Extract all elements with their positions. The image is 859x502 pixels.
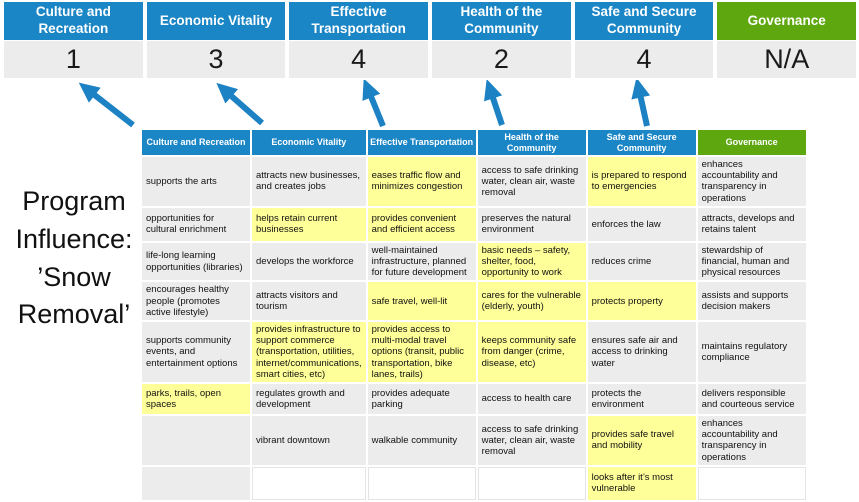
- matrix-cell-r8-c2: [252, 466, 366, 500]
- matrix-cell-r3-c2: develops the workforce: [252, 242, 366, 281]
- matrix-cell-r6-c1: parks, trails, open spaces: [142, 384, 250, 415]
- matrix-cell-r1-c4: access to safe drinking water, clean air…: [477, 157, 586, 206]
- matrix-cell-r8-c6: [697, 466, 806, 500]
- category-column-effective-transportation: Effective Transportation 4: [289, 2, 429, 78]
- matrix-cell-r4-c2: attracts visitors and tourism: [252, 282, 366, 321]
- matrix-cell-r2-c4: preserves the natural environment: [477, 207, 586, 241]
- matrix-cell-r1-c3: eases traffic flow and minimizes congest…: [367, 157, 476, 206]
- matrix-cell-r6-c5: protects the environment: [587, 384, 696, 415]
- matrix-row: supports the arts attracts new businesses…: [142, 157, 806, 206]
- matrix-header-row: Culture and Recreation Economic Vitality E…: [142, 130, 806, 155]
- matrix-cell-r2-c3: provides convenient and efficient access: [367, 207, 476, 241]
- program-title: Program Influence: ’Snow Removal’: [15, 186, 133, 330]
- matrix-cell-r7-c5: provides safe travel and mobility: [587, 416, 696, 465]
- matrix-cell-r6-c4: access to health care: [477, 384, 586, 415]
- category-summary-row: Culture and Recreation 1 Economic Vitality…: [4, 2, 857, 78]
- matrix-cell-r3-c3: well-maintained infrastructure, planned …: [367, 242, 476, 281]
- matrix-cell-r5-c5: ensures safe air and access to drinking …: [587, 322, 696, 383]
- matrix-cell-r2-c1: opportunities for cultural enrichment: [142, 207, 250, 241]
- category-score: 4: [574, 41, 714, 78]
- matrix-row: encourages healthy people (promotes acti…: [142, 282, 806, 321]
- category-header: Economic Vitality: [146, 2, 286, 40]
- matrix-cell-r1-c2: attracts new businesses, and creates job…: [252, 157, 366, 206]
- matrix-cell-r5-c2: provides infrastructure to support comme…: [252, 322, 366, 383]
- category-column-culture-and-recreation: Culture and Recreation 1: [4, 2, 143, 78]
- matrix-cell-r4-c3: safe travel, well-lit: [367, 282, 476, 321]
- category-score: 3: [146, 41, 286, 78]
- matrix-header-governance: Governance: [697, 130, 806, 155]
- matrix-cell-r1-c6: enhances accountability and transparency…: [697, 157, 806, 206]
- up-arrow-icon: [216, 82, 264, 126]
- matrix-cell-r7-c3: walkable community: [367, 416, 476, 465]
- matrix-cell-r3-c1: life-long learning opportunities (librar…: [142, 242, 250, 281]
- matrix-cell-r7-c6: enhances accountability and transparency…: [697, 416, 806, 465]
- matrix-cell-r3-c6: stewardship of financial, human and phys…: [697, 242, 806, 281]
- category-score: N/A: [717, 41, 857, 78]
- matrix-cell-r8-c1: [142, 466, 250, 500]
- up-arrow-icon: [631, 80, 651, 127]
- matrix-cell-r6-c3: provides adequate parking: [367, 384, 476, 415]
- matrix-row: vibrant downtown walkable community access…: [142, 416, 806, 465]
- matrix-cell-r2-c6: attracts, develops and retains talent: [697, 207, 806, 241]
- category-column-governance: Governance N/A: [717, 2, 857, 78]
- category-column-economic-vitality: Economic Vitality 3: [146, 2, 286, 78]
- influence-matrix: Culture and Recreation Economic Vitality E…: [140, 128, 808, 502]
- category-header: Culture and Recreation: [4, 2, 143, 40]
- matrix-cell-r5-c1: supports community events, and entertain…: [142, 322, 250, 383]
- matrix-cell-r8-c5: looks after it’s most vulnerable: [587, 466, 696, 500]
- matrix-cell-r5-c3: provides access to multi-modal travel op…: [367, 322, 476, 383]
- matrix-cell-r3-c5: reduces crime: [587, 242, 696, 281]
- category-score: 2: [432, 41, 571, 78]
- matrix-cell-r5-c4: keeps community safe from danger (crime,…: [477, 322, 586, 383]
- matrix-header-health-of-the-community: Health of the Community: [477, 130, 586, 155]
- matrix-header-effective-transportation: Effective Transportation: [367, 130, 476, 155]
- matrix-row: supports community events, and entertain…: [142, 322, 806, 383]
- up-arrow-icon: [362, 80, 386, 128]
- matrix-cell-r1-c1: supports the arts: [142, 157, 250, 206]
- matrix-row: opportunities for cultural enrichment hel…: [142, 207, 806, 241]
- category-score: 4: [289, 41, 429, 78]
- matrix-header-culture-and-recreation: Culture and Recreation: [142, 130, 250, 155]
- matrix-cell-r1-c5: is prepared to respond to emergencies: [587, 157, 696, 206]
- matrix-cell-r6-c2: regulates growth and development: [252, 384, 366, 415]
- matrix-header-safe-and-secure-community: Safe and Secure Community: [587, 130, 696, 155]
- matrix-cell-r4-c1: encourages healthy people (promotes acti…: [142, 282, 250, 321]
- up-arrow-icon: [484, 80, 505, 126]
- matrix-cell-r7-c4: access to safe drinking water, clean air…: [477, 416, 586, 465]
- matrix-header-economic-vitality: Economic Vitality: [252, 130, 366, 155]
- matrix-cell-r3-c4: basic needs – safety, shelter, food, opp…: [477, 242, 586, 281]
- matrix-cell-r6-c6: delivers responsible and courteous servi…: [697, 384, 806, 415]
- matrix-cell-r2-c5: enforces the law: [587, 207, 696, 241]
- category-header: Effective Transportation: [289, 2, 429, 40]
- matrix-cell-r8-c3: [367, 466, 476, 500]
- matrix-cell-r4-c5: protects property: [587, 282, 696, 321]
- category-score: 1: [4, 41, 143, 78]
- matrix-row: life-long learning opportunities (librar…: [142, 242, 806, 281]
- matrix-row: looks after it’s most vulnerable: [142, 466, 806, 500]
- category-header: Governance: [717, 2, 857, 40]
- matrix-cell-r4-c6: assists and supports decision makers: [697, 282, 806, 321]
- arrows-layer: [78, 80, 651, 128]
- category-header: Health of the Community: [432, 2, 571, 40]
- matrix-cell-r2-c2: helps retain current businesses: [252, 207, 366, 241]
- up-arrow-icon: [78, 82, 135, 128]
- category-column-health-of-the-community: Health of the Community 2: [432, 2, 571, 78]
- matrix-cell-r8-c4: [477, 466, 586, 500]
- category-header: Safe and Secure Community: [574, 2, 714, 40]
- matrix-cell-r4-c4: cares for the vulnerable (elderly, youth…: [477, 282, 586, 321]
- category-column-safe-and-secure-community: Safe and Secure Community 4: [574, 2, 714, 78]
- matrix-row: parks, trails, open spaces regulates grow…: [142, 384, 806, 415]
- matrix-cell-r5-c6: maintains regulatory compliance: [697, 322, 806, 383]
- matrix-cell-r7-c2: vibrant downtown: [252, 416, 366, 465]
- matrix-cell-r7-c1: [142, 416, 250, 465]
